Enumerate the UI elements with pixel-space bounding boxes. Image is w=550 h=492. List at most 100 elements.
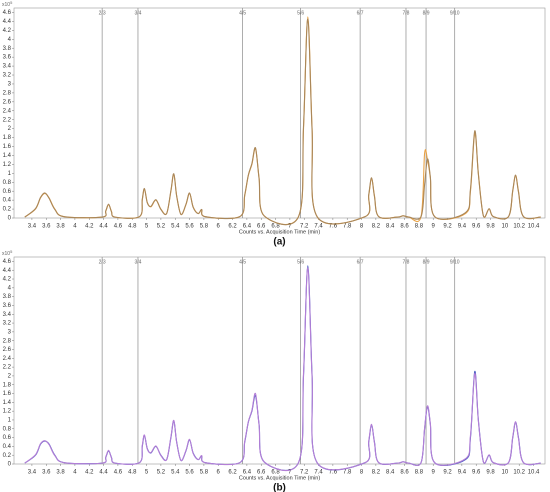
y-tick-label: 2.4 <box>3 108 12 114</box>
x-tick-label: 8.6 <box>400 470 409 476</box>
segment-label: 4/5 <box>239 259 246 265</box>
y-unit-exponent: 5 <box>10 0 13 5</box>
y-tick-label: 0.8 <box>3 426 12 432</box>
y-tick-label: 2 <box>8 126 12 132</box>
x-tick-label: 7.6 <box>329 470 338 476</box>
y-tick-label: 0.2 <box>3 453 12 459</box>
y-tick-label: 4.2 <box>3 277 12 283</box>
segment-label: 6/7 <box>357 10 364 16</box>
x-tick-label: 4.6 <box>114 470 123 476</box>
y-tick-label: 2.6 <box>3 99 12 105</box>
y-tick-label: 1.2 <box>3 162 12 168</box>
chart-panel: 0 0.2 0.4 0.6 0.8 1 1.2 1.4 1.6 1.8 2 2.2 2.4 2.6 2.8 3… <box>2 249 546 492</box>
y-tick-label: 3.2 <box>3 73 12 79</box>
y-tick-label: 3.2 <box>3 321 12 327</box>
y-tick-label: 0.2 <box>3 207 12 213</box>
x-tick-label: 3.6 <box>42 470 51 476</box>
y-tick-label: 0.6 <box>3 189 12 195</box>
y-tick-label: 3 <box>8 82 12 88</box>
segment-label: 9/10 <box>450 259 460 265</box>
x-tick-label: 7.2 <box>300 470 309 476</box>
y-unit-base: x10 <box>2 251 10 257</box>
segment-label: 3/4 <box>134 10 141 16</box>
x-tick-label: 8.2 <box>372 224 381 230</box>
y-tick-label: 0.8 <box>3 180 12 186</box>
chromatogram-line <box>24 267 541 472</box>
y-tick-label: 1.6 <box>3 391 12 397</box>
x-tick-label: 7.6 <box>329 224 338 230</box>
x-tick-label: 3.8 <box>56 224 65 230</box>
x-tick-label: 9.6 <box>472 224 481 230</box>
x-tick-label: 6.2 <box>228 470 237 476</box>
x-tick-label: 7.8 <box>343 224 352 230</box>
x-tick-label: 6.8 <box>271 224 280 230</box>
x-tick-label: 5.8 <box>200 224 209 230</box>
x-tick-label: 10.4 <box>528 470 540 476</box>
segment-label: 2/3 <box>99 259 106 265</box>
caption: (a) <box>273 237 285 248</box>
x-tick-label: 8.2 <box>372 470 381 476</box>
x-tick-label: 9 <box>432 224 436 230</box>
y-unit-base: x10 <box>2 2 10 8</box>
x-tick-label: 6.4 <box>243 470 252 476</box>
y-tick-label: 0 <box>8 462 12 468</box>
y-tick-label: 0.4 <box>3 444 12 450</box>
y-tick-label: 1 <box>8 418 12 424</box>
x-tick-label: 7.2 <box>300 224 309 230</box>
plot-frame <box>13 7 546 219</box>
y-tick-label: 2.4 <box>3 356 12 362</box>
y-tick-label: 1.4 <box>3 400 12 406</box>
x-tick-label: 5 <box>145 224 149 230</box>
y-tick-label: 4.2 <box>3 28 12 34</box>
x-tick-label: 6.4 <box>243 224 252 230</box>
y-tick-label: 1.2 <box>3 409 12 415</box>
segment-label: 5/6 <box>297 10 304 16</box>
chart-panel: 0 0.2 0.4 0.6 0.8 1 1.2 1.4 1.6 1.8 2 2.2 2.4 2.6 2.8 3… <box>2 0 546 248</box>
x-tick-label: 5.2 <box>157 470 166 476</box>
y-tick-label: 4.6 <box>3 10 12 16</box>
y-tick-label: 1 <box>8 171 12 177</box>
x-tick-label: 8.4 <box>386 224 395 230</box>
y-tick-label: 0.6 <box>3 435 12 441</box>
x-tick-label: 5.8 <box>200 470 209 476</box>
y-tick-label: 3.8 <box>3 46 12 52</box>
x-tick-label: 7 <box>288 224 292 230</box>
plot-frame <box>13 256 546 465</box>
x-tick-label: 9.8 <box>486 470 495 476</box>
y-tick-label: 4 <box>8 285 12 291</box>
x-tick-label: 8 <box>360 470 364 476</box>
segment-label: 7/8 <box>403 259 410 265</box>
x-tick-label: 9.6 <box>472 470 481 476</box>
x-tick-label: 3.8 <box>56 470 65 476</box>
segment-label: 6/7 <box>357 259 364 265</box>
x-axis-label: Counts vs. Acquisition Time (min) <box>239 229 320 235</box>
x-tick-label: 10 <box>502 470 509 476</box>
x-tick-label: 8 <box>360 224 364 230</box>
y-tick-label: 2 <box>8 373 12 379</box>
segment-label: 9/10 <box>450 10 460 16</box>
x-tick-label: 5 <box>145 470 149 476</box>
y-tick-label: 3.4 <box>3 64 12 70</box>
x-tick-label: 8.6 <box>400 224 409 230</box>
x-tick-label: 10 <box>502 224 509 230</box>
y-tick-label: 3.6 <box>3 55 12 61</box>
x-tick-label: 7.8 <box>343 470 352 476</box>
y-tick-label: 4.4 <box>3 19 12 25</box>
x-tick-label: 7.4 <box>314 470 323 476</box>
x-tick-label: 9.4 <box>458 224 467 230</box>
x-tick-label: 5.6 <box>185 470 194 476</box>
x-tick-label: 5.4 <box>171 470 180 476</box>
x-tick-label: 6 <box>217 224 221 230</box>
y-tick-label: 4 <box>8 37 12 43</box>
chromatogram-line <box>24 18 541 226</box>
x-tick-label: 6.8 <box>271 470 280 476</box>
x-tick-label: 9 <box>432 470 436 476</box>
x-tick-label: 9.2 <box>443 470 452 476</box>
segment-label: 2/3 <box>99 10 106 16</box>
caption: (b) <box>273 483 286 492</box>
y-tick-label: 4.6 <box>3 259 12 265</box>
y-tick-label: 2.2 <box>3 117 12 123</box>
x-tick-label: 4.8 <box>128 470 137 476</box>
y-tick-label: 3.4 <box>3 312 12 318</box>
